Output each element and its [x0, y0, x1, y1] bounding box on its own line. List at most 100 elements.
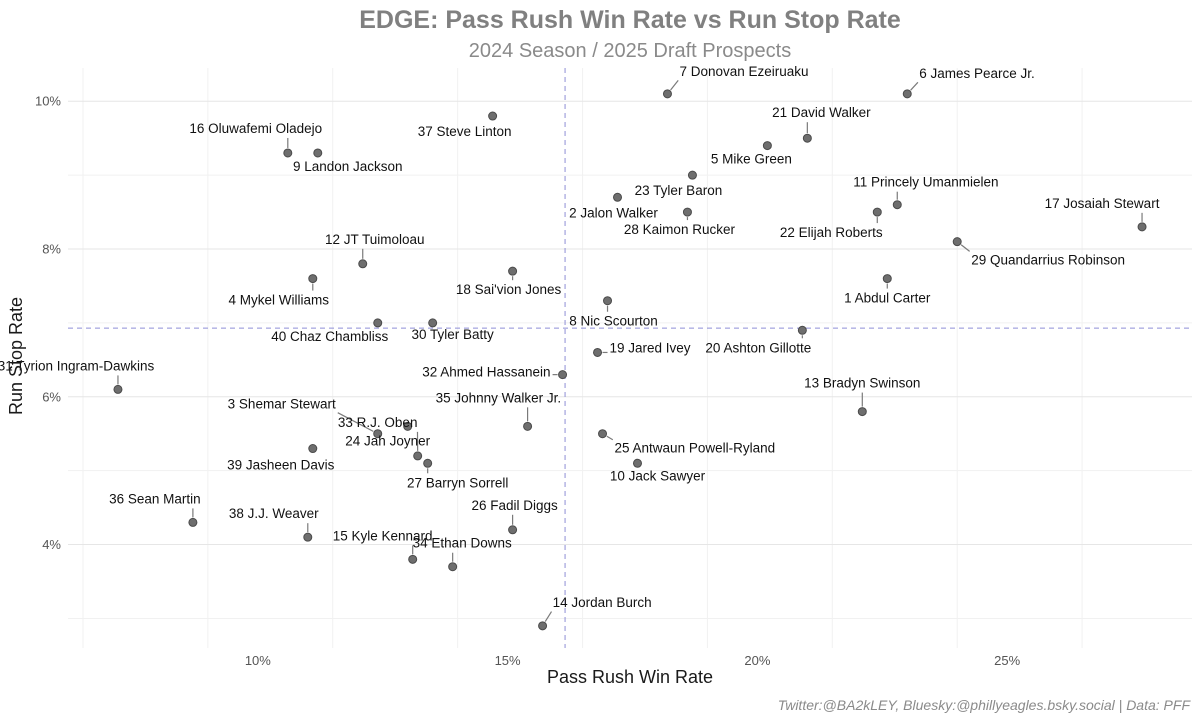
point-label: 34 Ethan Downs [413, 536, 512, 551]
point-label: 9 Landon Jackson [293, 159, 403, 174]
data-point [423, 458, 433, 468]
data-point [113, 384, 123, 394]
point-label: 39 Jasheen Davis [227, 458, 335, 473]
point-label: 31 Tyrion Ingram-Dawkins [0, 358, 154, 373]
point-label: 1 Abdul Carter [844, 291, 931, 306]
point-label: 2 Jalon Walker [569, 205, 658, 220]
data-point [872, 207, 882, 217]
point-label: 36 Sean Martin [109, 491, 201, 506]
point-label: 7 Donovan Ezeiruaku [679, 64, 808, 79]
data-point [428, 318, 438, 328]
data-point [283, 148, 293, 158]
y-tick-label: 6% [42, 389, 61, 404]
data-point [523, 421, 533, 431]
point-label: 21 David Walker [772, 105, 871, 120]
point-label: 26 Fadil Diggs [471, 498, 558, 513]
point-labels: 1 Abdul Carter 2 Jalon Walker 3 Shemar Ste… [0, 64, 1160, 610]
point-label: 12 JT Tuimoloau [325, 232, 425, 247]
point-label: 5 Mike Green [711, 152, 792, 167]
y-tick-label: 10% [35, 94, 61, 109]
data-point [857, 407, 867, 417]
point-label: 22 Elijah Roberts [780, 225, 883, 240]
point-label: 15 Kyle Kennard [333, 528, 433, 543]
data-point [508, 525, 518, 535]
y-axis-ticks: 4% 6% 8% 10% [35, 94, 61, 552]
point-label: 16 Oluwafemi Oladejo [189, 121, 322, 136]
data-point [632, 458, 642, 468]
label-leader-line [670, 80, 679, 91]
label-leader-line [337, 412, 374, 432]
data-point [508, 266, 518, 276]
data-point [313, 148, 323, 158]
label-leader-line [960, 244, 971, 252]
data-point [603, 296, 613, 306]
data-point [488, 111, 498, 121]
data-point [413, 451, 423, 461]
point-label: 32 Ahmed Hassanein [422, 365, 550, 380]
x-tick-label: 10% [245, 653, 271, 668]
point-label: 27 Barryn Sorrell [407, 475, 508, 490]
data-point [448, 562, 458, 572]
point-label: 33 R.J. Oben [338, 415, 418, 430]
reference-lines [68, 68, 1192, 648]
y-tick-label: 4% [42, 537, 61, 552]
data-point [558, 370, 568, 380]
point-label: 18 Sai'vion Jones [456, 282, 562, 297]
point-label: 3 Shemar Stewart [228, 397, 336, 412]
point-label: 11 Princely Umanmielen [853, 175, 998, 190]
point-label: 24 Jah Joyner [345, 433, 430, 448]
data-point [952, 237, 962, 247]
label-leader-lines [117, 80, 1143, 622]
point-label: 17 Josaiah Stewart [1045, 196, 1160, 211]
point-label: 10 Jack Sawyer [610, 468, 706, 483]
point-label: 13 Bradyn Swinson [804, 376, 920, 391]
data-point [358, 259, 368, 269]
data-point [613, 192, 623, 202]
x-tick-label: 20% [744, 653, 770, 668]
data-point [188, 517, 198, 527]
data-point [682, 207, 692, 217]
x-axis-ticks: 10% 15% 20% 25% [245, 653, 1021, 668]
data-point [598, 429, 608, 439]
data-point [687, 170, 697, 180]
data-point [1137, 222, 1147, 232]
label-leader-line [606, 435, 614, 441]
x-tick-label: 15% [495, 653, 521, 668]
data-point [373, 318, 383, 328]
point-label: 6 James Pearce Jr. [919, 66, 1035, 81]
data-point [593, 347, 603, 357]
data-point [303, 532, 313, 542]
point-label: 29 Quandarrius Robinson [971, 253, 1125, 268]
x-tick-label: 25% [994, 653, 1020, 668]
data-point [802, 133, 812, 143]
point-label: 25 Antwaun Powell-Ryland [615, 441, 776, 456]
data-point [902, 89, 912, 99]
data-point [797, 325, 807, 335]
data-point [762, 141, 772, 151]
point-label: 8 Nic Scourton [569, 314, 658, 329]
point-label: 28 Kaimon Rucker [624, 222, 736, 237]
data-points [113, 89, 1147, 631]
data-point [403, 421, 413, 431]
point-label: 23 Tyler Baron [635, 183, 723, 198]
data-point [308, 444, 318, 454]
point-label: 20 Ashton Gillotte [705, 340, 811, 355]
point-label: 38 J.J. Weaver [229, 506, 319, 521]
chart-caption: Twitter:@BA2kLEY, Bluesky:@phillyeagles.… [778, 697, 1192, 713]
data-point [408, 554, 418, 564]
point-label: 30 Tyler Batty [412, 327, 495, 342]
data-point [892, 200, 902, 210]
point-label: 37 Steve Linton [418, 124, 512, 139]
x-axis-title: Pass Rush Win Rate [547, 667, 713, 687]
label-leader-line [544, 611, 553, 622]
data-point [882, 274, 892, 284]
point-label: 14 Jordan Burch [553, 595, 652, 610]
data-point [538, 621, 548, 631]
data-point [308, 274, 318, 284]
data-point [373, 429, 383, 439]
grid-lines [68, 68, 1192, 648]
chart-subtitle: 2024 Season / 2025 Draft Prospects [469, 40, 791, 62]
y-tick-label: 8% [42, 242, 61, 257]
point-label: 40 Chaz Chambliss [271, 329, 388, 344]
